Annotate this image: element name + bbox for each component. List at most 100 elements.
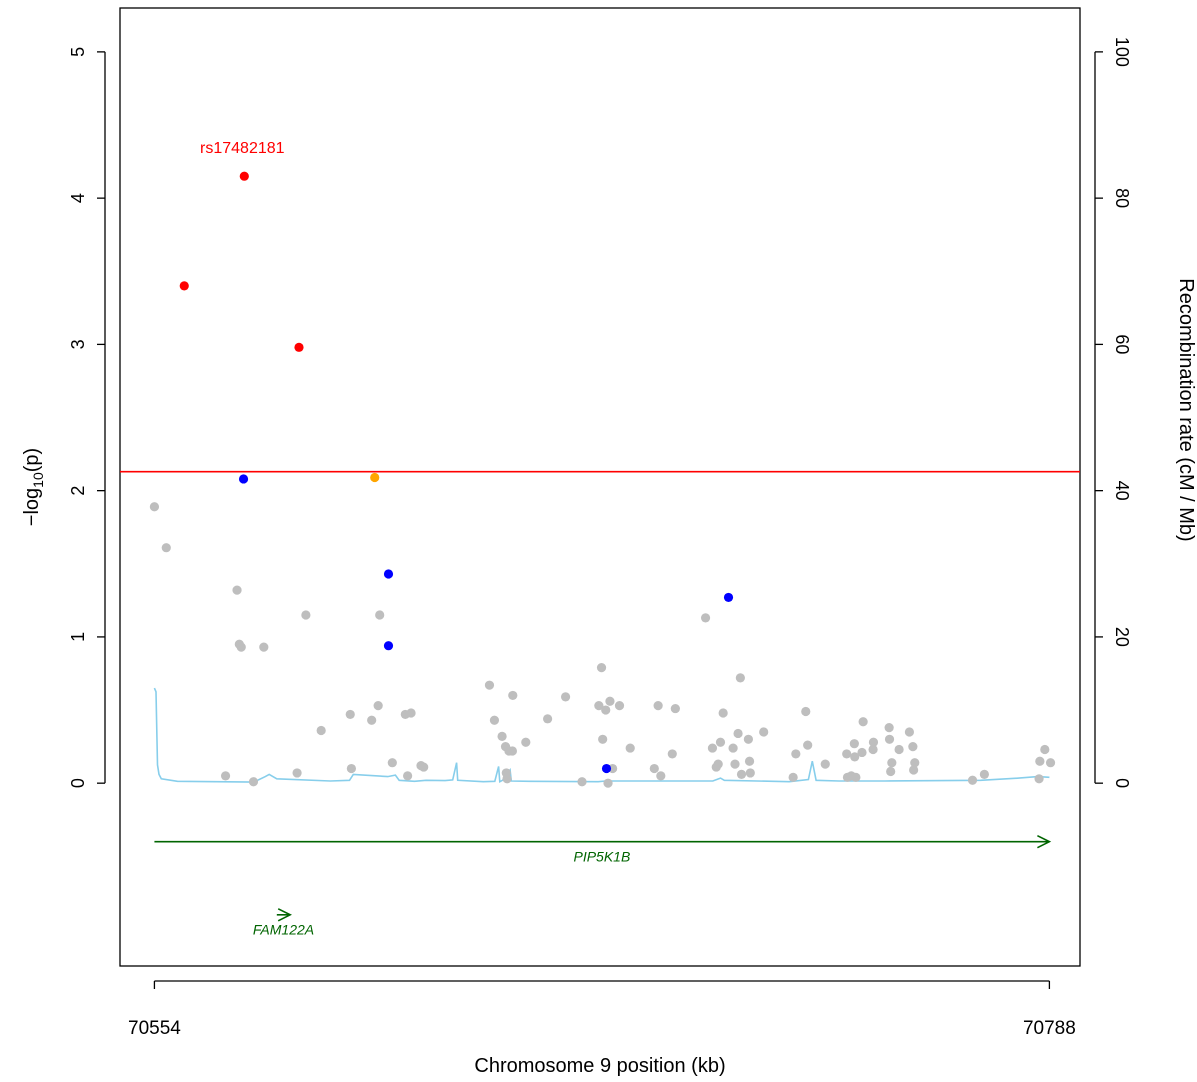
y-tick-label: 2 — [68, 486, 88, 496]
y2-tick-label: 40 — [1112, 481, 1132, 501]
snp-point-red — [179, 281, 189, 291]
snp-point-gray — [649, 763, 659, 774]
snp-point-gray — [868, 737, 879, 747]
snp-point-gray — [700, 613, 711, 623]
y2-tick-label: 60 — [1112, 334, 1132, 354]
snp-point-gray — [791, 749, 801, 759]
x-axis-label: Chromosome 9 position (kb) — [474, 1055, 725, 1077]
snp-point-orange — [370, 472, 380, 483]
snp-point-gray — [508, 690, 518, 701]
snp-point-gray — [345, 709, 355, 720]
snp-point-gray — [346, 763, 356, 774]
y2-tick-label: 20 — [1112, 627, 1132, 647]
snp-point-gray — [894, 744, 904, 755]
snp-point-gray — [149, 502, 160, 512]
snp-point-gray — [387, 758, 397, 768]
y-axis-label-subscript: 10 — [30, 472, 46, 488]
snp-point-gray — [1034, 774, 1044, 784]
snp-point-gray — [745, 768, 755, 778]
snp-point-gray — [598, 734, 608, 744]
y-axis-label: −log10(p) — [21, 448, 46, 526]
snp-point-gray — [887, 758, 897, 768]
snp-point-blue — [723, 592, 734, 603]
snp-point-gray — [419, 762, 429, 772]
snp-point-gray — [656, 771, 666, 781]
snp-point-gray — [759, 727, 769, 737]
snp-point-gray — [403, 771, 413, 781]
y2-axis-label: Recombination rate (cM / Mb) — [1175, 278, 1197, 541]
snp-point-gray — [803, 740, 813, 750]
snp-point-gray — [730, 759, 740, 769]
snp-point-gray — [908, 742, 918, 752]
snp-point-gray — [497, 731, 507, 741]
y-tick-label: 0 — [68, 778, 88, 788]
lead-snp-layer: rs17482181 — [200, 140, 285, 157]
snp-point-gray — [367, 715, 377, 725]
snp-point-gray — [820, 759, 830, 769]
snp-point-gray — [904, 727, 915, 737]
y2-tick-label: 80 — [1112, 188, 1132, 208]
snp-point-gray — [577, 777, 587, 787]
snp-point-gray — [733, 728, 743, 739]
snp-point-blue — [383, 641, 394, 651]
snp-point-gray — [868, 744, 878, 755]
snp-point-gray — [605, 696, 615, 706]
snp-point-gray — [858, 717, 868, 727]
snp-point-gray — [886, 766, 896, 777]
snp-point-gray — [301, 610, 311, 620]
snp-point-gray — [736, 769, 747, 780]
snp-point-gray — [161, 543, 171, 553]
snp-point-gray — [502, 774, 512, 784]
snp-point-gray — [259, 642, 269, 652]
snp-point-gray — [601, 705, 611, 715]
snp-point-gray — [316, 725, 326, 736]
recombination-layer — [153, 687, 1050, 783]
y-tick-label: 5 — [68, 47, 88, 57]
snp-point-gray — [1045, 758, 1056, 768]
snp-point-gray — [596, 663, 607, 673]
snp-point-gray — [979, 769, 989, 780]
snp-point-gray — [884, 722, 894, 733]
snp-point-gray — [718, 708, 728, 718]
snp-point-gray — [375, 610, 385, 620]
snp-point-gray — [489, 715, 500, 725]
snp-point-gray — [603, 778, 613, 788]
snp-point-gray — [521, 737, 531, 747]
snp-point-gray — [236, 642, 246, 652]
snp-point-gray — [594, 701, 604, 711]
snp-point-gray — [744, 756, 755, 766]
snp-point-gray — [670, 703, 680, 714]
points-layer — [149, 171, 1056, 788]
snp-point-gray — [560, 692, 571, 702]
snp-point-gray — [884, 734, 895, 744]
gene-label-FAM122A: FAM122A — [253, 921, 314, 937]
snp-point-blue — [383, 569, 394, 579]
y-tick-label: 3 — [68, 339, 88, 349]
y-axis-label-tail: (p) — [21, 448, 43, 472]
snp-point-gray — [842, 749, 852, 759]
gene-arrowhead-PIP5K1B — [1037, 834, 1052, 849]
snp-point-gray — [232, 585, 242, 595]
snp-point-gray — [484, 680, 495, 690]
recombination-rate-line — [153, 687, 1050, 783]
snp-point-gray — [801, 706, 811, 717]
gene-arrowhead-FAM122A — [277, 908, 292, 922]
snp-point-gray — [1040, 744, 1050, 755]
snp-point-gray — [857, 747, 867, 758]
snp-point-gray — [614, 701, 625, 711]
snp-point-gray — [967, 775, 978, 785]
snp-point-gray — [653, 701, 663, 711]
snp-point-gray — [788, 772, 798, 782]
snp-point-blue — [238, 474, 249, 484]
snp-point-gray — [543, 714, 553, 724]
y2-tick-label: 100 — [1112, 37, 1132, 67]
snp-point-gray — [1035, 756, 1045, 766]
snp-point-gray — [728, 743, 738, 753]
gene-label-PIP5K1B: PIP5K1B — [573, 848, 630, 864]
snp-point-gray — [743, 734, 753, 744]
snp-point-gray — [248, 777, 259, 787]
snp-point-gray — [909, 765, 919, 775]
x-tick-label: 70788 — [1023, 1018, 1076, 1039]
snp-point-gray — [910, 758, 920, 768]
